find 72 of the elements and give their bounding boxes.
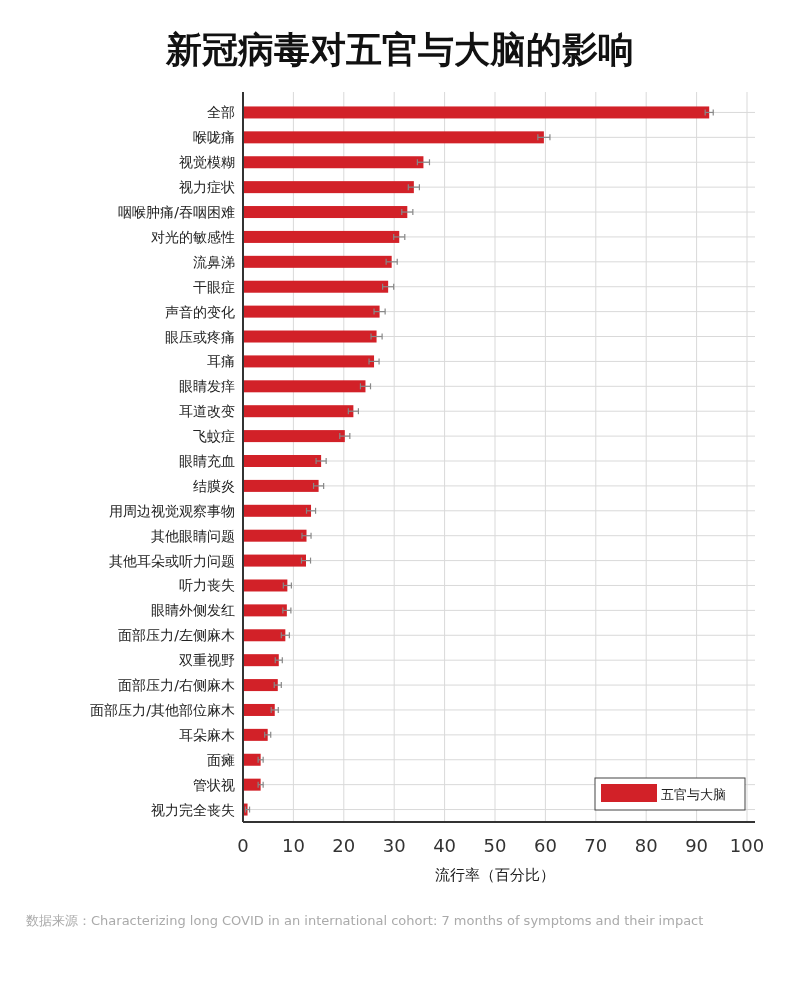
y-tick-label: 管状视 <box>193 776 235 793</box>
bar <box>243 355 375 368</box>
y-tick-label: 用周边视觉观察事物 <box>109 502 235 519</box>
x-axis-title: 流行率（百分比） <box>435 866 555 884</box>
legend-label: 五官与大脑 <box>661 787 726 802</box>
bar <box>243 579 288 592</box>
bar <box>243 455 322 467</box>
bar <box>243 280 389 293</box>
bar <box>243 206 408 219</box>
y-tick-label: 视觉模糊 <box>179 154 235 171</box>
bar <box>243 430 345 443</box>
bar <box>243 131 544 144</box>
y-tick-label: 全部 <box>207 104 235 121</box>
source-note: 数据来源：Characterizing long COVID in an international cohort: 7 months of symptoms and their impact <box>26 913 704 928</box>
chart-title: 新冠病毒对五官与大脑的影响 <box>165 29 634 70</box>
y-tick-label: 双重视野 <box>179 652 235 669</box>
bar <box>243 728 268 741</box>
x-tick-label: 50 <box>483 835 507 856</box>
bar <box>243 629 286 642</box>
y-tick-label: 干眼症 <box>193 278 235 295</box>
bar <box>243 405 354 418</box>
bar <box>243 330 377 343</box>
y-tick-label: 眼睛充血 <box>179 453 235 469</box>
y-tick-label: 对光的敏感性 <box>151 228 235 245</box>
bar <box>243 181 414 194</box>
y-tick-label: 眼睛发痒 <box>179 378 235 395</box>
x-tick-label: 0 <box>237 835 249 856</box>
y-tick-label: 耳朵麻木 <box>179 726 235 743</box>
y-tick-label: 眼睛外侧发红 <box>151 602 235 619</box>
y-tick-label: 面部压力/其他部位麻木 <box>90 701 235 718</box>
x-tick-label: 10 <box>281 835 305 856</box>
y-tick-label: 面部压力/左侧麻木 <box>118 627 235 644</box>
bar <box>243 504 312 517</box>
x-tick-label: 70 <box>584 835 608 856</box>
bar <box>243 380 366 393</box>
y-tick-label: 飞蚊症 <box>193 428 235 445</box>
bar <box>243 703 275 716</box>
bar <box>243 679 278 692</box>
y-tick-label: 面部压力/右侧麻木 <box>118 677 235 694</box>
bar <box>243 255 392 268</box>
y-tick-label: 其他眼睛问题 <box>151 527 235 544</box>
bar <box>243 654 279 667</box>
y-tick-label: 结膜炎 <box>193 477 235 494</box>
y-tick-label: 咽喉肿痛/吞咽困难 <box>118 204 235 221</box>
x-tick-label: 60 <box>533 835 557 856</box>
y-tick-label: 耳道改变 <box>179 403 235 420</box>
x-tick-label: 30 <box>382 835 406 856</box>
bar <box>243 156 424 169</box>
bar <box>243 554 306 567</box>
y-tick-label: 眼压或疼痛 <box>165 328 235 345</box>
y-tick-label: 听力丧失 <box>179 577 235 594</box>
y-tick-label: 面瘫 <box>207 751 235 768</box>
y-tick-label: 喉咙痛 <box>193 129 235 146</box>
y-tick-label: 耳痛 <box>207 353 235 370</box>
x-tick-label: 40 <box>433 835 457 856</box>
bar <box>243 305 380 318</box>
bar <box>243 753 261 766</box>
x-tick-label: 80 <box>634 835 658 856</box>
y-tick-label: 流鼻涕 <box>193 253 235 270</box>
y-tick-label: 声音的变化 <box>165 303 235 320</box>
bar <box>243 106 710 119</box>
x-tick-label: 20 <box>332 835 356 856</box>
y-tick-label: 视力症状 <box>179 179 235 196</box>
bar <box>243 529 307 542</box>
y-tick-label: 视力完全丧失 <box>151 801 235 818</box>
bar <box>243 230 400 243</box>
bar <box>243 604 287 617</box>
x-tick-label: 90 <box>685 835 709 856</box>
bar <box>243 778 261 791</box>
bar <box>243 479 319 492</box>
x-tick-label: 100 <box>729 835 765 856</box>
y-tick-label: 其他耳朵或听力问题 <box>109 552 235 569</box>
